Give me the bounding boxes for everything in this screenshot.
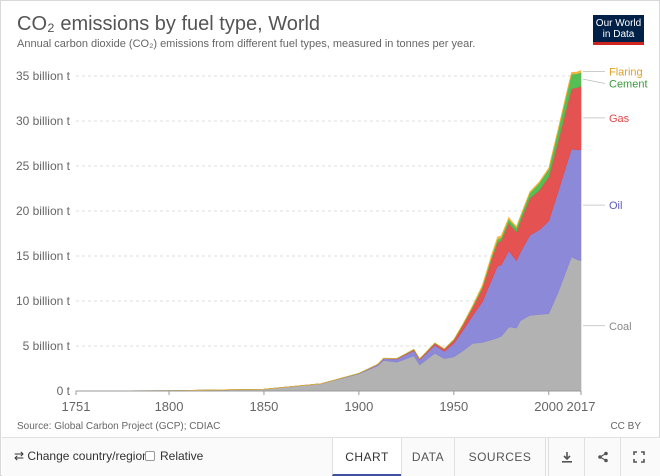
legend-label-oil[interactable]: Oil (609, 200, 622, 212)
logo-line-1: Our World (595, 18, 642, 29)
x-tick-label: 1950 (439, 399, 468, 414)
legend-connector (582, 78, 606, 84)
grid-lines (76, 75, 581, 392)
y-tick-label: 10 billion t (16, 294, 71, 308)
tab-chart[interactable]: CHART (332, 438, 401, 476)
chart-title: CO₂ emissions by fuel type, World (17, 13, 321, 35)
area-flaring[interactable] (75, 70, 582, 392)
view-tabs: CHART DATA SOURCES (332, 438, 546, 476)
x-tick-label: 1800 (155, 399, 184, 414)
change-country-label: Change country/region (27, 449, 149, 463)
source-text: Source: Global Carbon Project (GCP); CDI… (17, 421, 221, 432)
y-tick-label: 15 billion t (16, 249, 71, 263)
change-country-button[interactable]: ⇄ Change country/region (14, 449, 149, 463)
tab-data[interactable]: DATA (401, 438, 454, 476)
legend-label-cement[interactable]: Cement (609, 79, 648, 91)
share-icon (597, 451, 608, 463)
x-axis-ticks: 1751 1800 1850 1900 1950 2000 2017 (62, 390, 596, 414)
download-icon (561, 452, 572, 463)
tab-sources[interactable]: SOURCES (454, 438, 546, 476)
y-tick-label: 5 billion t (23, 339, 71, 353)
stacked-area-chart: 0 t 5 billion t 10 billion t 15 billion t 20… (16, 67, 648, 415)
control-bar: ⇄ Change country/region Relative CHART D… (2, 437, 660, 476)
y-axis-ticks: 0 t 5 billion t 10 billion t 15 billion t 20… (16, 69, 71, 398)
y-tick-label: 30 billion t (16, 114, 71, 128)
expand-icon (632, 451, 645, 463)
x-tick-label: 2017 (567, 399, 596, 414)
chart-subtitle: Annual carbon dioxide (CO₂) emissions fr… (17, 38, 476, 50)
legend-label-coal[interactable]: Coal (609, 321, 632, 333)
fullscreen-button[interactable] (620, 438, 656, 476)
source-note[interactable]: Source: Global Carbon Project (GCP); CDI… (17, 421, 220, 432)
owid-logo[interactable]: Our World in Data (593, 15, 644, 45)
legend-label-flaring[interactable]: Flaring (609, 67, 643, 79)
y-tick-label: 35 billion t (16, 69, 71, 83)
y-tick-label: 25 billion t (16, 159, 71, 173)
x-tick-label: 1751 (62, 399, 91, 414)
download-button[interactable] (548, 438, 584, 476)
x-tick-label: 1900 (344, 399, 373, 414)
y-tick-label: 0 t (57, 384, 71, 398)
share-button[interactable] (584, 438, 620, 476)
x-tick-label: 1850 (249, 399, 278, 414)
y-tick-label: 20 billion t (16, 204, 71, 218)
area-series (75, 70, 582, 392)
relative-toggle[interactable]: Relative (145, 449, 203, 463)
relative-checkbox[interactable] (145, 451, 155, 461)
x-tick-label: 2000 (534, 399, 563, 414)
swap-arrows-icon: ⇄ (14, 449, 25, 463)
license-link[interactable]: CC BY (610, 421, 641, 432)
logo-line-2: in Data (602, 29, 635, 40)
legend-label-gas[interactable]: Gas (609, 113, 630, 125)
relative-label: Relative (160, 449, 204, 463)
